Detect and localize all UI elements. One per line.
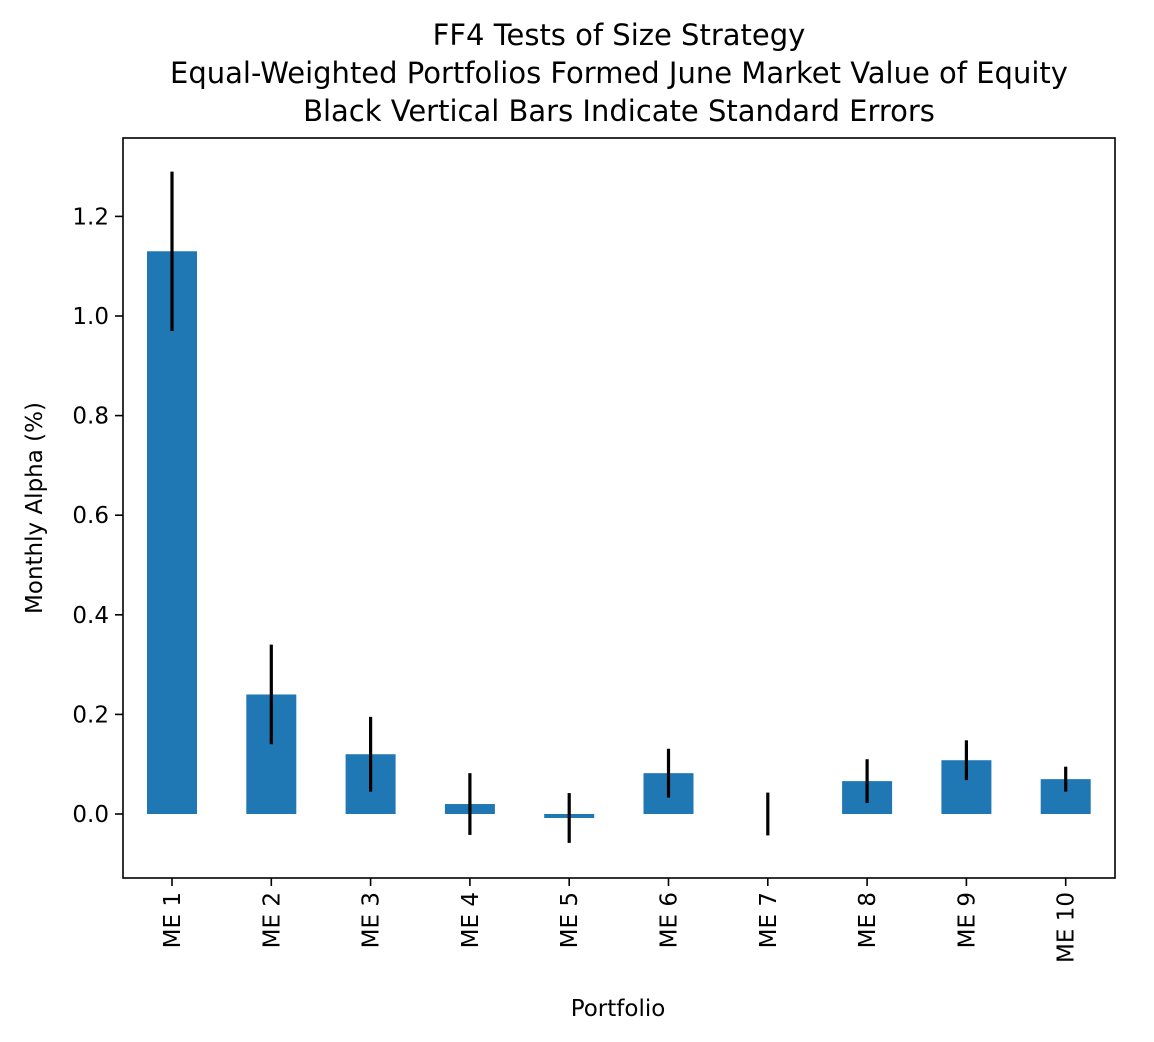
y-tick-label: 0.2 [72, 702, 109, 728]
x-tick-label: ME 4 [458, 892, 484, 948]
plot-area: 0.0 0.2 0.4 0.6 0.8 1.0 1.2 ME 1 ME 2 ME 3 ME 4 ME … [72, 171, 1091, 963]
x-tick-label: ME 7 [756, 892, 782, 948]
y-tick-label: 0.8 [72, 404, 109, 430]
x-tick-label: ME 8 [855, 892, 881, 948]
x-axis-label: Portfolio [571, 996, 666, 1022]
chart-title-line-1: FF4 Tests of Size Strategy [433, 18, 806, 52]
chart-title-line-2: Equal-Weighted Portfolios Formed June Ma… [170, 56, 1068, 90]
chart-title-line-3: Black Vertical Bars Indicate Standard Er… [303, 94, 935, 128]
y-tick-label: 0.4 [72, 603, 109, 629]
plot-frame [122, 137, 1116, 879]
y-axis-label: Monthly Alpha (%) [22, 402, 48, 614]
bar-1 [147, 251, 197, 814]
y-tick-label: 1.0 [72, 304, 109, 330]
x-tick-label: ME 5 [557, 892, 583, 948]
y-tick-label: 1.2 [72, 204, 109, 230]
y-tick-label: 0.0 [72, 802, 109, 828]
x-tick-label: ME 2 [259, 892, 285, 948]
x-tick-label: ME 3 [359, 892, 385, 948]
y-tick-label: 0.6 [72, 503, 109, 529]
x-tick-label: ME 9 [954, 892, 980, 948]
x-tick-label: ME 6 [657, 892, 683, 948]
x-tick-label: ME 10 [1054, 892, 1080, 963]
x-tick-label: ME 1 [160, 892, 186, 948]
